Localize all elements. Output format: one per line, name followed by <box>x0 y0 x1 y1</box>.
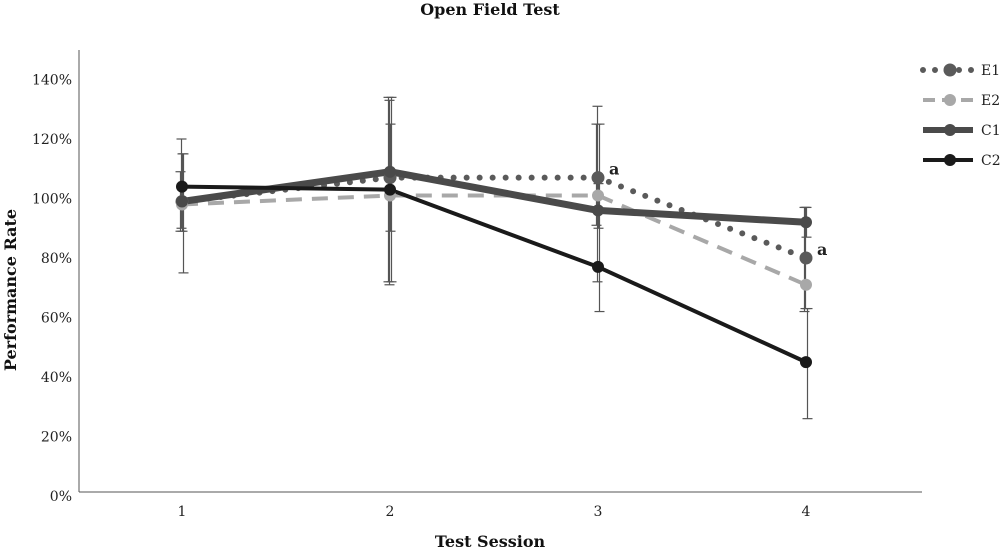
legend-label: E2 <box>981 93 1000 109</box>
point-c2 <box>592 260 604 273</box>
point-c1 <box>176 195 188 208</box>
y-axis-title: Performance Rate <box>1 209 20 371</box>
annotation-label: a <box>817 240 827 259</box>
y-tick-label: 80% <box>41 251 72 267</box>
y-tick-label: 60% <box>41 311 72 327</box>
legend-marker-c2 <box>944 154 956 166</box>
legend-marker-c1 <box>944 124 956 136</box>
point-e1 <box>799 251 813 265</box>
x-tick-label: 4 <box>802 504 811 520</box>
annotations: aa <box>609 160 827 259</box>
y-tick-label: 40% <box>41 370 72 386</box>
point-c2 <box>384 183 396 196</box>
annotation-label: a <box>609 160 619 179</box>
y-tick-label: 140% <box>32 73 72 89</box>
error-bars <box>175 96 813 420</box>
point-e1 <box>591 171 605 185</box>
point-e2 <box>592 189 604 202</box>
y-ticks: 0% 20% 40% 60% 80% 100% 120% 140% <box>32 73 72 506</box>
series-line-c2 <box>181 184 807 364</box>
chart-title: Open Field Test <box>420 0 560 19</box>
point-c2 <box>800 356 812 369</box>
x-tick-label: 3 <box>594 504 603 520</box>
x-axis-title: Test Session <box>435 532 546 551</box>
legend-label: C1 <box>981 123 1000 139</box>
point-c2 <box>176 180 188 193</box>
legend: E1 E2 C1 C2 <box>920 63 1000 169</box>
point-e2 <box>800 278 812 291</box>
series-line-e2 <box>181 193 807 287</box>
y-tick-label: 100% <box>32 192 72 208</box>
legend-marker-e2 <box>944 94 956 106</box>
legend-label: E1 <box>981 63 1000 79</box>
y-tick-label: 0% <box>50 489 72 505</box>
point-c1 <box>384 165 396 178</box>
point-c1 <box>800 216 812 229</box>
y-tick-label: 120% <box>32 132 72 148</box>
legend-label: C2 <box>981 153 1000 169</box>
x-ticks: 1 2 3 4 <box>178 504 811 520</box>
y-tick-label: 20% <box>41 430 72 446</box>
legend-marker-e1 <box>943 63 957 77</box>
x-tick-label: 2 <box>386 504 395 520</box>
series-lines <box>175 165 813 369</box>
x-tick-label: 1 <box>178 504 187 520</box>
point-c1 <box>592 204 604 217</box>
